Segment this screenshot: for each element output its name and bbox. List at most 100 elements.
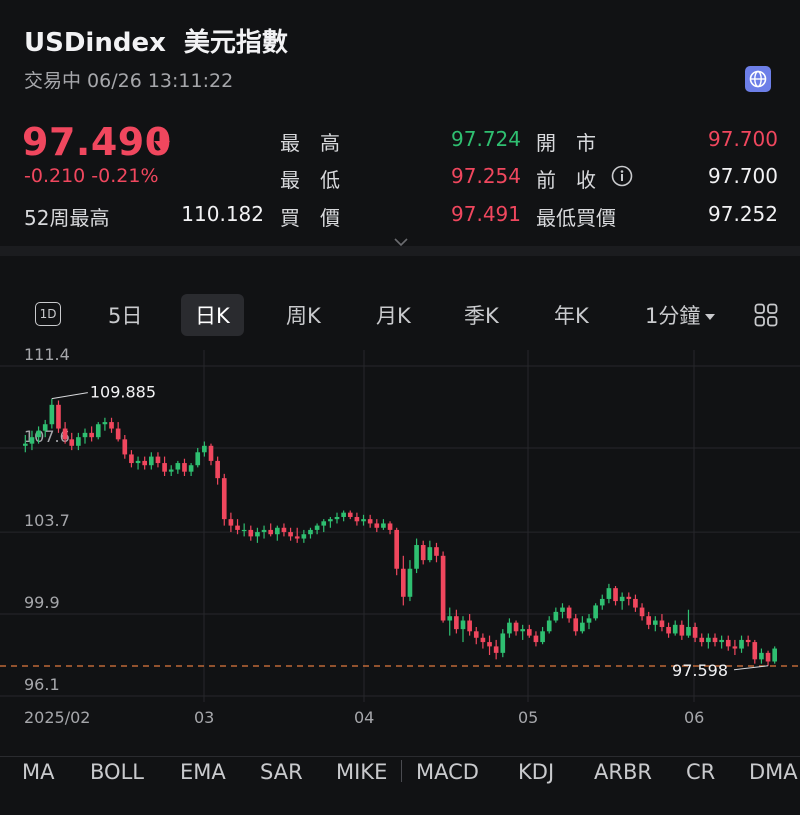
y-tick-label: 111.4 [24,345,70,364]
candle-body [162,463,167,472]
candle-body [115,428,121,440]
chart-overlays: 109.885 97.598 [0,383,800,680]
candle-body [772,648,778,662]
candle-body [202,445,207,453]
indicator-divider [0,756,800,757]
candle-body [49,404,55,425]
candle-body [168,469,174,472]
bid-label: 買 價 [280,206,340,230]
candle-body [281,527,287,533]
indicator-ema[interactable]: EMA [180,760,226,784]
x-tick-label: 2025/02 [24,708,90,727]
candle-body [546,620,552,632]
low-label: 最 低 [280,168,340,192]
indicator-mike[interactable]: MIKE [336,760,388,784]
candle-body [759,652,764,660]
candle-body [526,629,532,636]
tab-1min[interactable]: 1分鐘 [645,300,716,330]
high-value: 97.724 [451,127,521,151]
candle-body [666,626,671,634]
indicator-sar[interactable]: SAR [260,760,303,784]
candle-body [493,646,499,653]
candle-body [82,432,88,438]
candle-body [42,424,48,431]
candle-body [633,598,638,608]
candle-body [619,596,625,602]
candle-body [639,607,645,617]
max-pointer [51,392,88,400]
candle-body [659,620,665,627]
indicator-ma[interactable]: MA [22,760,55,784]
candle-body [374,523,380,528]
candle-body [301,534,307,539]
tab-daily-k[interactable]: 日K [181,294,244,336]
candle-body [341,512,346,517]
candle-body [712,637,718,643]
candle-body [699,637,705,643]
candle-body [387,523,393,530]
candle-body [500,633,506,653]
candle-body [129,454,134,464]
x-tick-label: 03 [194,708,214,727]
candle-body [255,532,260,537]
candle-body [195,452,201,466]
indicator-boll[interactable]: BOLL [90,760,144,784]
candle-body [347,512,353,517]
candle-body [580,622,585,632]
tab-monthly-k[interactable]: 月K [376,304,411,328]
tab-quarterly-k[interactable]: 季K [464,304,499,328]
indicator-dma[interactable]: DMA [749,760,798,784]
candle-body [400,568,406,597]
lowest-bid-value: 97.252 [708,202,778,226]
candle-body [321,521,327,526]
candle-body [586,618,592,623]
open-label: 開 市 [536,131,596,155]
indicator-macd[interactable]: MACD [416,760,479,784]
tab-1min-label: 1分鐘 [645,304,701,328]
tab-5day[interactable]: 5日 [108,304,143,328]
price-change: -0.210 -0.21% [24,165,159,187]
candle-body [314,525,320,530]
grid-menu-icon[interactable] [754,303,778,331]
x-tick-label: 06 [684,708,704,727]
candle-body [142,460,148,466]
info-icon[interactable] [611,165,633,191]
tab-1d[interactable]: 1D [35,302,61,326]
globe-icon[interactable] [745,66,771,92]
candle-body [109,422,114,429]
tab-weekly-k[interactable]: 周K [286,304,321,328]
indicator-kdj[interactable]: KDJ [518,760,555,784]
candle-body [135,460,141,464]
candle-body [672,624,678,634]
candle-body [765,652,771,662]
tab-yearly-k[interactable]: 年K [554,304,589,328]
candle-body [560,607,565,612]
candle-body [215,460,220,479]
candle-body [520,629,526,632]
candle-body [148,456,154,466]
x-tick-label: 04 [354,708,374,727]
current-price: 97.490 [22,120,172,164]
candle-body [487,642,492,647]
bid-value: 97.491 [451,202,521,226]
candle-body [182,463,187,472]
expand-chevron-icon[interactable] [393,232,409,251]
candle-body [261,529,267,533]
candle-body [467,620,472,632]
candle-body [745,639,751,643]
indicator-arbr[interactable]: ARBR [594,760,652,784]
candle-body [407,568,413,597]
high-label: 最 高 [280,131,340,155]
candle-body [294,536,300,539]
candle-body [513,622,519,632]
candle-body [553,611,559,621]
candle-body [308,529,313,535]
low-value: 97.254 [451,164,521,188]
indicator-cr[interactable]: CR [686,760,716,784]
section-divider [0,246,800,256]
candle-body [706,637,711,643]
candle-body [652,620,658,625]
y-tick-label: 96.1 [24,675,60,694]
page-title: USDindex 美元指數 [24,22,288,59]
